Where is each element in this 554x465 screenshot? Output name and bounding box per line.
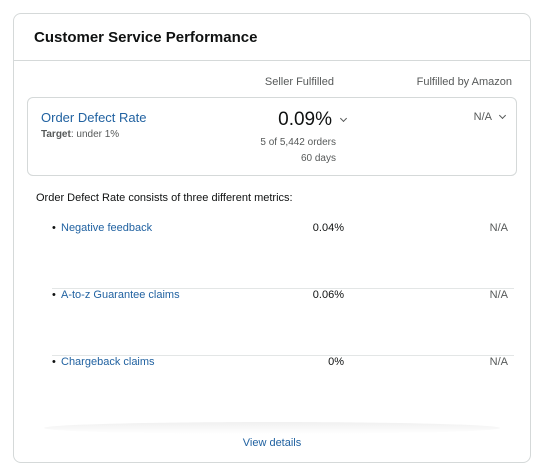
chargeback-claims-fba-value: N/A [489,356,508,368]
column-headers: Seller Fulfilled Fulfilled by Amazon [14,76,530,92]
negative-feedback-seller-value: 0.04% [312,222,344,234]
negative-feedback-link[interactable]: Negative feedback [61,222,153,234]
column-header-fulfilled-by-amazon: Fulfilled by Amazon [416,76,512,88]
negative-feedback-fba-value: N/A [489,222,508,234]
bullet: • [52,222,56,234]
chargeback-claims-link[interactable]: Chargeback claims [61,356,155,368]
footer-divider [44,422,500,434]
column-header-seller-fulfilled: Seller Fulfilled [264,76,334,88]
odr-target-value: : under 1% [70,129,120,140]
odr-seller-period: 60 days [300,153,336,164]
odr-seller-value: 0.09% [278,109,332,130]
a-to-z-claims-fba-value: N/A [489,289,508,301]
customer-service-performance-card: Customer Service Performance Seller Fulf… [13,13,531,463]
odr-fba-value-dropdown[interactable]: N/A [473,111,507,123]
order-defect-rate-link[interactable]: Order Defect Rate [41,110,147,125]
metric-row-chargeback-claims: • Chargeback claims 0% N/A [52,356,514,423]
chevron-down-icon [339,114,348,123]
bullet: • [52,356,56,368]
odr-fba-value: N/A [473,111,492,123]
card-header: Customer Service Performance [14,14,530,61]
metrics-intro: Order Defect Rate consists of three diff… [36,192,293,204]
bullet: • [52,289,56,301]
a-to-z-claims-link[interactable]: A-to-z Guarantee claims [61,289,180,301]
metric-row-a-to-z-claims: • A-to-z Guarantee claims 0.06% N/A [52,289,514,356]
card-title: Customer Service Performance [34,28,258,46]
order-defect-rate-box: Order Defect Rate Target: under 1% 0.09%… [27,97,517,176]
chevron-down-icon [498,111,507,119]
view-details-link[interactable]: View details [242,437,302,449]
odr-target-label: Target [41,129,71,140]
a-to-z-claims-seller-value: 0.06% [312,289,344,301]
odr-seller-value-dropdown[interactable]: 0.09% [278,109,348,131]
odr-target: Target: under 1% [41,129,119,140]
metric-row-negative-feedback: • Negative feedback 0.04% N/A [52,222,514,289]
odr-seller-orders: 5 of 5,442 orders [260,137,336,148]
chargeback-claims-seller-value: 0% [328,356,344,368]
